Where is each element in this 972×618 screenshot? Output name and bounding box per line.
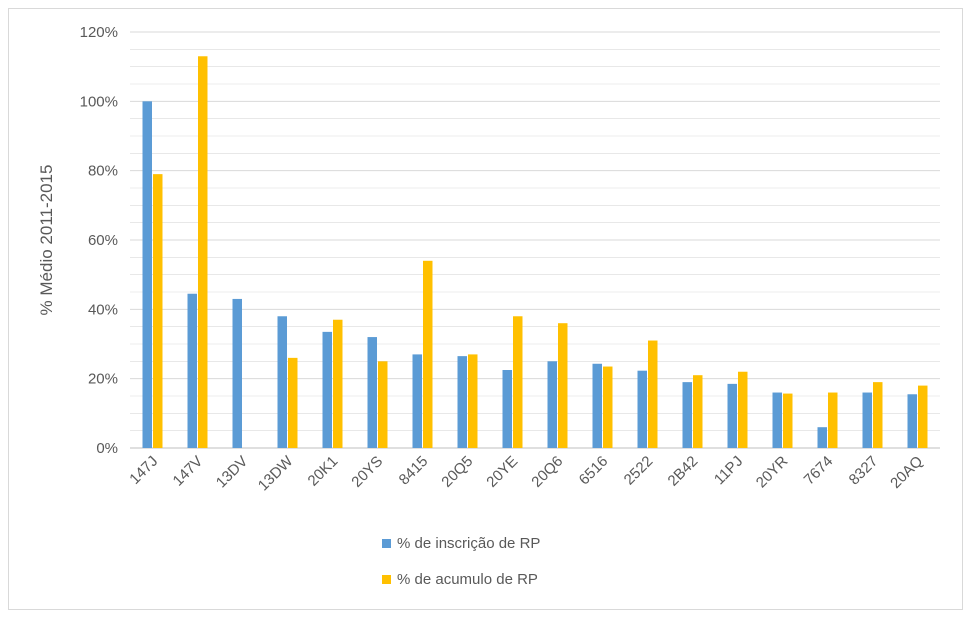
x-tick-label: 147J	[126, 453, 161, 488]
x-tick-label: 6516	[576, 453, 612, 489]
bar-acumulo-20K1	[333, 319, 343, 448]
bar-acumulo-147J	[153, 174, 163, 448]
bar-inscricao-2B42	[682, 382, 692, 448]
bar-acumulo-8415	[423, 260, 433, 448]
bar-inscricao-20YE	[502, 370, 512, 448]
gridlines	[130, 31, 940, 449]
bar-inscricao-20K1	[322, 331, 332, 448]
bar-acumulo-20Q6	[558, 323, 568, 448]
bar-inscricao-20Q6	[547, 361, 557, 448]
y-tick-label: 40%	[88, 301, 118, 318]
bar-acumulo-6516	[603, 366, 613, 448]
legend-swatch-acumulo	[382, 575, 391, 584]
x-tick-label: 20YS	[348, 453, 386, 491]
bar-inscricao-8327	[862, 392, 872, 448]
legend-label-acumulo: % de acumulo de RP	[397, 571, 538, 588]
bar-inscricao-147V	[187, 293, 197, 448]
y-tick-label: 100%	[80, 93, 118, 110]
x-tick-label: 20Q5	[438, 453, 476, 491]
bar-acumulo-20AQ	[918, 385, 928, 448]
y-tick-label: 0%	[96, 440, 118, 457]
x-tick-label: 20Q6	[528, 453, 566, 491]
x-tick-label: 8327	[846, 453, 882, 489]
bar-inscricao-7674	[817, 427, 827, 448]
y-tick-label: 80%	[88, 163, 118, 180]
x-tick-label: 7674	[801, 453, 837, 489]
y-axis-ticks: 0% 20% 40% 60% 80% 100% 120%	[80, 24, 118, 457]
bar-acumulo-2B42	[693, 375, 703, 448]
x-tick-label: 13DW	[255, 452, 297, 494]
bar-acumulo-20YR	[783, 393, 793, 448]
bar-inscricao-11PJ	[727, 383, 737, 448]
bar-inscricao-147J	[142, 101, 152, 448]
bar-acumulo-13DW	[288, 357, 298, 448]
x-tick-label: 8415	[396, 453, 432, 489]
y-tick-label: 60%	[88, 232, 118, 249]
x-tick-label: 20K1	[305, 453, 342, 490]
x-tick-label: 2B42	[665, 453, 702, 490]
x-tick-label: 20YE	[483, 453, 521, 491]
x-axis-ticks: 147J 147V 13DV 13DW 20K1 20YS 8415 20Q5 20YE 20Q6…	[126, 452, 926, 494]
bar-acumulo-2522	[648, 340, 658, 448]
bar-inscricao-20Q5	[457, 356, 467, 448]
bar-acumulo-20YS	[378, 361, 388, 448]
x-tick-label: 20AQ	[887, 453, 926, 492]
bar-acumulo-11PJ	[738, 371, 748, 448]
bar-acumulo-8327	[873, 382, 883, 448]
x-tick-label: 13DV	[213, 453, 252, 492]
x-tick-label: 2522	[621, 453, 657, 489]
bar-inscricao-6516	[592, 363, 602, 448]
bar-acumulo-147V	[198, 56, 208, 449]
x-tick-label: 20YR	[753, 453, 792, 492]
bar-inscricao-13DW	[277, 316, 287, 448]
x-tick-label: 147V	[170, 453, 207, 490]
bar-acumulo-20YE	[513, 316, 523, 448]
legend-swatch-inscricao	[382, 539, 391, 548]
y-axis-label: % Médio 2011-2015	[37, 165, 56, 316]
legend: % de inscrição de RP % de acumulo de RP	[382, 535, 540, 588]
bars	[142, 56, 928, 449]
bar-acumulo-7674	[828, 392, 838, 448]
y-tick-label: 120%	[80, 24, 118, 41]
bar-acumulo-20Q5	[468, 354, 478, 448]
bar-inscricao-2522	[637, 370, 647, 448]
x-tick-label: 11PJ	[711, 453, 746, 488]
bar-inscricao-13DV	[232, 298, 242, 448]
bar-inscricao-8415	[412, 354, 422, 448]
y-tick-label: 20%	[88, 371, 118, 388]
bar-inscricao-20YS	[367, 337, 377, 448]
bar-inscricao-20AQ	[907, 394, 917, 448]
legend-label-inscricao: % de inscrição de RP	[397, 535, 540, 552]
bar-inscricao-20YR	[772, 392, 782, 448]
